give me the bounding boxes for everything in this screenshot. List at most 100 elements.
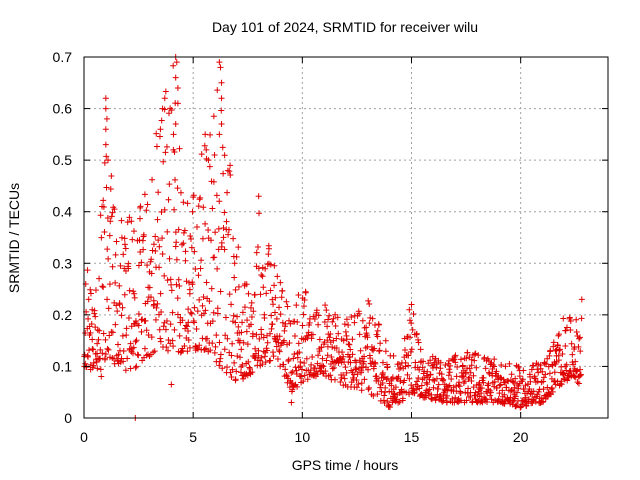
- data-point: [493, 368, 500, 375]
- data-point: [145, 332, 152, 339]
- data-point: [499, 387, 506, 394]
- data-point: [415, 374, 422, 381]
- y-tick-label: 0.1: [53, 358, 73, 374]
- data-point: [405, 362, 412, 369]
- x-tick-label: 0: [80, 429, 88, 445]
- data-point: [231, 260, 238, 267]
- data-point: [255, 193, 262, 200]
- data-point: [567, 367, 574, 374]
- data-point: [418, 391, 425, 398]
- data-point: [288, 399, 295, 406]
- data-point: [161, 95, 168, 102]
- data-point: [569, 359, 576, 366]
- data-point: [576, 372, 583, 379]
- data-point: [360, 358, 367, 365]
- data-point: [285, 356, 292, 363]
- data-point: [315, 321, 322, 328]
- data-point: [243, 281, 250, 288]
- data-point: [233, 368, 240, 375]
- data-point: [300, 311, 307, 318]
- data-point: [435, 381, 442, 388]
- data-point: [401, 347, 408, 354]
- data-point: [548, 386, 555, 393]
- data-point: [233, 253, 240, 260]
- data-point: [260, 334, 267, 341]
- data-point: [295, 340, 302, 347]
- data-point: [148, 334, 155, 341]
- data-point: [424, 381, 431, 388]
- data-point: [334, 314, 341, 321]
- data-point: [211, 254, 218, 261]
- data-point: [207, 131, 214, 138]
- data-point: [342, 364, 349, 371]
- data-point: [455, 381, 462, 388]
- data-point: [496, 390, 503, 397]
- data-point: [235, 244, 242, 251]
- x-tick-label: 10: [295, 429, 311, 445]
- data-point: [210, 113, 217, 120]
- data-point: [95, 336, 102, 343]
- data-point: [512, 393, 519, 400]
- data-point: [427, 357, 434, 364]
- data-point: [322, 368, 329, 375]
- data-point: [191, 304, 198, 311]
- data-point: [562, 342, 569, 349]
- data-point: [577, 366, 584, 373]
- data-point: [397, 378, 404, 385]
- data-point: [133, 363, 140, 370]
- data-point: [276, 347, 283, 354]
- data-point: [151, 301, 158, 308]
- data-point: [564, 377, 571, 384]
- data-points: [81, 54, 585, 421]
- data-point: [180, 199, 187, 206]
- data-point: [219, 144, 226, 151]
- data-point: [238, 346, 245, 353]
- data-point: [459, 363, 466, 370]
- data-point: [406, 334, 413, 341]
- data-point: [135, 262, 142, 269]
- data-point: [343, 369, 350, 376]
- data-point: [556, 346, 563, 353]
- data-point: [174, 84, 181, 91]
- data-point: [236, 337, 243, 344]
- data-point: [516, 373, 523, 380]
- data-point: [340, 353, 347, 360]
- data-point: [128, 218, 135, 225]
- data-point: [452, 359, 459, 366]
- data-point: [556, 347, 563, 354]
- data-point: [159, 105, 166, 112]
- data-point: [366, 320, 373, 327]
- data-point: [485, 380, 492, 387]
- data-point: [415, 339, 422, 346]
- data-point: [278, 294, 285, 301]
- data-point: [147, 294, 154, 301]
- data-point: [87, 329, 94, 336]
- data-point: [324, 352, 331, 359]
- data-point: [458, 397, 465, 404]
- data-point: [212, 343, 219, 350]
- data-point: [194, 224, 201, 231]
- data-point: [98, 234, 105, 241]
- data-point: [297, 363, 304, 370]
- data-point: [143, 207, 150, 214]
- data-point: [241, 304, 248, 311]
- data-point: [561, 375, 568, 382]
- data-point: [207, 347, 214, 354]
- data-point: [101, 229, 108, 236]
- data-point: [254, 243, 261, 250]
- data-point: [97, 346, 104, 353]
- data-point: [550, 343, 557, 350]
- data-point: [437, 359, 444, 366]
- data-point: [168, 281, 175, 288]
- data-point: [506, 360, 513, 367]
- data-point: [228, 373, 235, 380]
- data-point: [294, 383, 301, 390]
- data-point: [563, 361, 570, 368]
- data-point: [271, 282, 278, 289]
- data-point: [471, 351, 478, 358]
- data-point: [218, 79, 225, 86]
- data-point: [169, 309, 176, 316]
- data-point: [482, 395, 489, 402]
- data-point: [209, 340, 216, 347]
- data-point: [404, 371, 411, 378]
